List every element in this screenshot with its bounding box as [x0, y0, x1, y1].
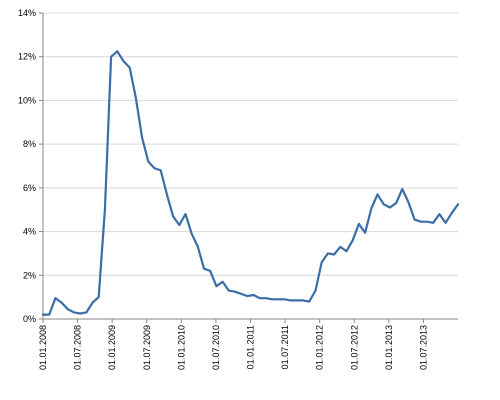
- gridlines: [43, 12, 458, 276]
- y-tick-label: 0%: [23, 314, 36, 324]
- x-tick-label: 01.01.2012: [315, 325, 325, 370]
- y-tick-label: 4%: [23, 227, 36, 237]
- series-layer: [41, 50, 460, 316]
- x-tick-label: 01.01.2008: [38, 325, 48, 370]
- x-tick-label: 01.07.2009: [142, 325, 152, 370]
- y-tick-label: 2%: [23, 270, 36, 280]
- y-tick-label: 12%: [18, 52, 36, 62]
- y-tick-label: 6%: [23, 183, 36, 193]
- x-tick-label: 01.07.2010: [211, 325, 221, 370]
- x-tick-label: 01.01.2013: [384, 325, 394, 370]
- y-tick-label: 10%: [18, 95, 36, 105]
- y-tick-label: 14%: [18, 8, 36, 18]
- x-tick-label: 01.01.2009: [107, 325, 117, 370]
- y-axis-tick-labels: 0% 2% 4% 6% 8% 10% 12% 14%: [18, 8, 43, 324]
- y-tick-label: 8%: [23, 139, 36, 149]
- series-line: [41, 50, 460, 316]
- x-tick-label: 01.07.2012: [349, 325, 359, 370]
- x-axis-tick-labels: 01.01.2008 01.07.2008 01.01.2009 01.07.2009…: [38, 319, 428, 370]
- x-tick-label: 01.07.2011: [280, 325, 290, 369]
- x-tick-label: 01.01.2010: [176, 325, 186, 370]
- x-tick-label: 01.07.2013: [418, 325, 428, 370]
- x-tick-label: 01.01.2011: [246, 325, 256, 369]
- x-tick-label: 01.07.2008: [73, 325, 83, 370]
